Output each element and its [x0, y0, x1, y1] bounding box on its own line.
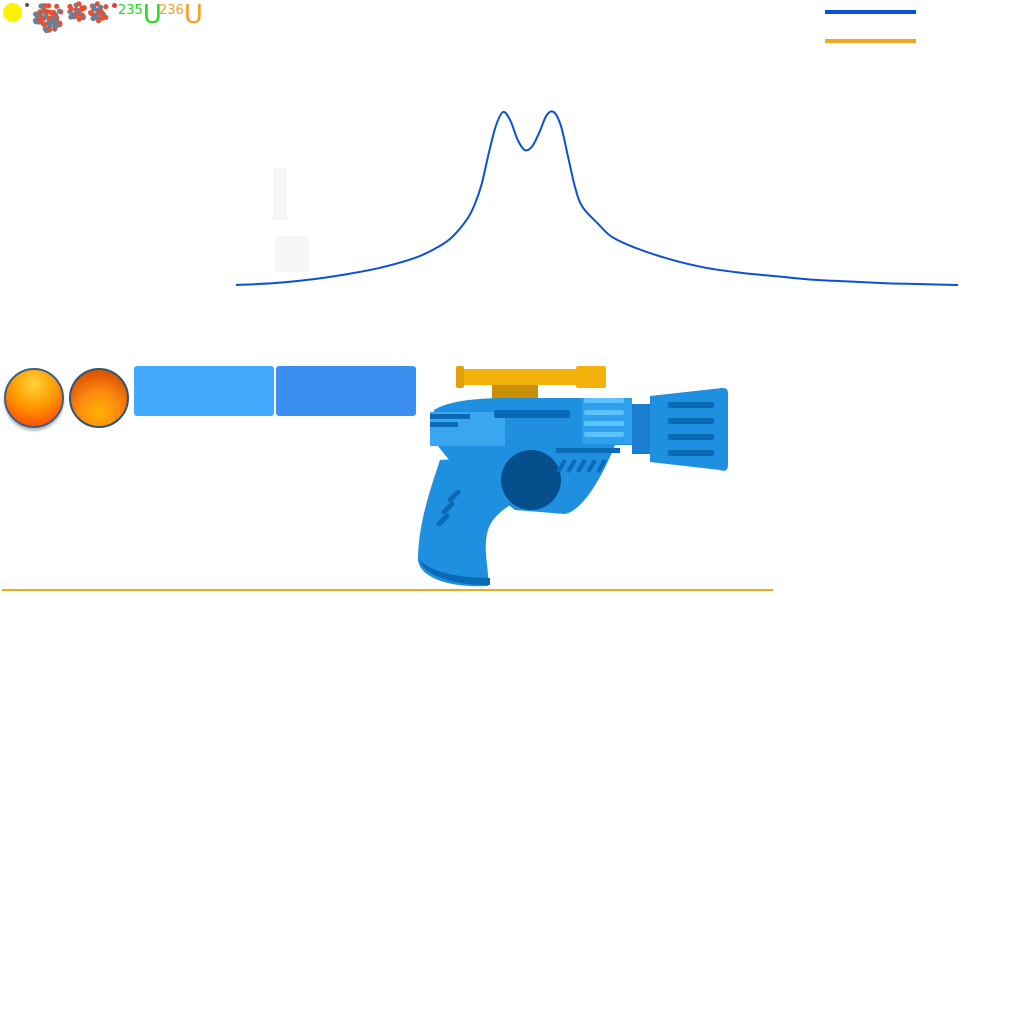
isotope-mass: 236 [159, 3, 184, 18]
nucleon-dot [103, 4, 109, 10]
fire-orb-button[interactable] [4, 368, 64, 428]
ray-gun-icon[interactable] [410, 360, 740, 595]
series-line [235, 110, 959, 286]
nucleus-cluster-icon[interactable] [32, 3, 64, 34]
nucleon-dot [88, 10, 94, 17]
nucleon-dot [76, 16, 82, 22]
neutron-icon[interactable] [112, 3, 117, 8]
nucleon-dot [74, 12, 80, 18]
nucleon-dot [47, 15, 53, 21]
faint-bar [273, 168, 287, 220]
nucleon-dot [93, 15, 99, 21]
nucleon-dot [38, 3, 44, 9]
nucleon-dot [80, 5, 86, 12]
nucleon-dot [76, 1, 82, 7]
nucleus-pair-icon[interactable] [67, 1, 109, 24]
isotope-symbol: U [183, 0, 203, 30]
nucleon-dot [91, 6, 97, 12]
nucleon-dot [54, 23, 60, 29]
spectrum-chart [235, 110, 959, 286]
nucleon-dot [33, 11, 39, 17]
mode-button-2[interactable] [276, 366, 416, 416]
nucleon-dot [32, 17, 38, 24]
isotope-u236[interactable]: 236U [159, 2, 203, 28]
faint-bar-marks [273, 168, 309, 272]
mode-button-1[interactable] [134, 366, 274, 416]
isotope-u235[interactable]: 235U [118, 2, 162, 28]
nucleon-dot [68, 6, 74, 12]
nucleon-dot [48, 9, 54, 16]
isotope-mass: 235 [118, 3, 143, 18]
nucleon-dot [54, 3, 60, 9]
nucleon-dot [57, 8, 63, 14]
electron-icon[interactable] [25, 3, 29, 7]
nucleon-dot [42, 3, 48, 9]
nucleon-dot [41, 21, 47, 28]
nucleon-dot [47, 27, 53, 33]
photon-icon[interactable] [3, 3, 22, 22]
track-line [2, 589, 773, 591]
isotope-symbol: U [142, 0, 162, 30]
nucleon-dot [99, 15, 105, 21]
nucleon-dot [97, 9, 103, 15]
legend-swatch-series-2 [825, 39, 916, 43]
legend-swatch-series-1 [825, 10, 916, 14]
faint-bar [275, 236, 309, 272]
nucleon-dot [47, 23, 53, 29]
reset-orb-button[interactable] [69, 368, 129, 428]
nucleon-dot [37, 9, 43, 15]
nucleon-dot [98, 4, 104, 10]
nucleus-icons [32, 1, 109, 34]
